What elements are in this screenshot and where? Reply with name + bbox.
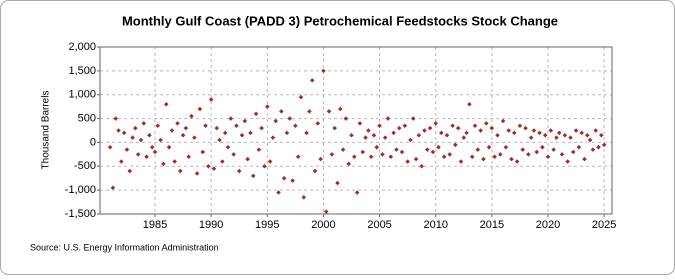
point xyxy=(284,130,290,136)
point xyxy=(388,154,394,160)
point xyxy=(464,130,469,136)
point xyxy=(349,133,354,138)
source-note: Source: U.S. Energy Information Administ… xyxy=(30,242,219,252)
point xyxy=(509,156,514,162)
point xyxy=(453,142,458,148)
point xyxy=(121,130,127,136)
x-tick-label: 2000 xyxy=(311,219,335,231)
point xyxy=(155,123,161,128)
x-tick-label: 2020 xyxy=(536,219,560,231)
point xyxy=(391,130,396,136)
point xyxy=(124,147,130,152)
point xyxy=(203,123,208,128)
point xyxy=(436,144,441,150)
plot-border xyxy=(99,46,613,215)
point xyxy=(439,130,444,136)
point xyxy=(293,123,298,128)
x-tick-label: 2015 xyxy=(480,219,504,231)
y-tick-label: 2,000 xyxy=(68,41,96,53)
point xyxy=(340,147,346,152)
point xyxy=(461,135,467,140)
y-tick-label: 500 xyxy=(78,112,96,124)
x-tick-label: 1995 xyxy=(255,219,279,231)
point xyxy=(458,159,464,164)
y-tick-label: 1,500 xyxy=(68,65,96,77)
point xyxy=(475,147,481,152)
point xyxy=(267,159,273,164)
y-tick-label: -1,000 xyxy=(65,184,96,196)
point xyxy=(394,147,399,152)
point xyxy=(374,144,380,150)
point xyxy=(500,118,506,124)
point xyxy=(354,190,360,195)
point xyxy=(234,123,239,128)
point xyxy=(332,125,337,131)
point xyxy=(107,144,113,150)
y-tick-label: 0 xyxy=(90,136,96,148)
chart-title: Monthly Gulf Coast (PADD 3) Petrochemica… xyxy=(122,13,558,28)
point xyxy=(113,116,118,121)
point xyxy=(304,130,309,136)
point xyxy=(357,121,363,126)
y-tick-label: 1,000 xyxy=(68,89,96,101)
point xyxy=(495,133,500,138)
y-axis-label: Thousand Barrels xyxy=(41,91,52,170)
point xyxy=(301,195,307,200)
point xyxy=(371,133,377,138)
point xyxy=(242,118,248,124)
point xyxy=(416,133,422,138)
point xyxy=(396,125,402,131)
point xyxy=(503,144,509,150)
x-tick-label: 2025 xyxy=(592,219,616,231)
point xyxy=(492,154,497,160)
x-tick-label: 2010 xyxy=(423,219,447,231)
y-tick-label: -500 xyxy=(74,160,96,172)
x-tick-label: 2005 xyxy=(367,219,391,231)
point xyxy=(110,185,116,191)
x-tick-label: 1985 xyxy=(143,219,167,231)
point xyxy=(175,121,180,126)
point xyxy=(281,175,287,181)
point xyxy=(405,159,410,164)
point xyxy=(256,147,262,152)
point xyxy=(486,144,492,150)
point xyxy=(444,133,450,138)
point xyxy=(116,128,121,133)
y-tick-label: -1,500 xyxy=(65,208,96,220)
x-tick-label: 1990 xyxy=(199,219,223,231)
point xyxy=(425,147,430,152)
point xyxy=(253,111,259,117)
point xyxy=(346,161,351,167)
point xyxy=(276,190,281,195)
